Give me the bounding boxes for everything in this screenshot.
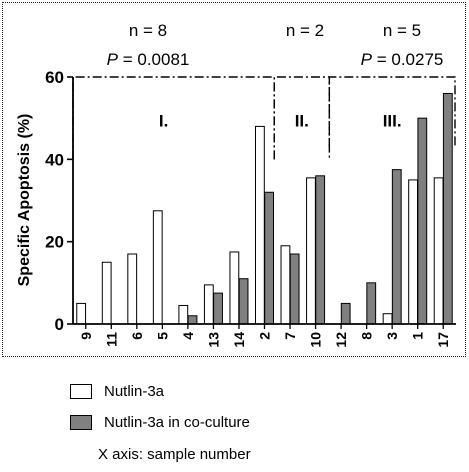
bar-9-nutlin bbox=[76, 302, 87, 325]
group-label: II. bbox=[295, 111, 309, 130]
x-tick-label: 7 bbox=[282, 332, 298, 340]
bar-13-coculture bbox=[213, 292, 223, 325]
group-box-2 bbox=[273, 76, 331, 160]
bar-10-coculture bbox=[315, 175, 326, 325]
axes bbox=[67, 76, 456, 325]
group-label: I. bbox=[159, 111, 168, 130]
bar-7-coculture bbox=[289, 253, 300, 325]
bar-2-nutlin bbox=[255, 125, 265, 325]
bar-4-nutlin bbox=[178, 304, 189, 325]
group-box-1 bbox=[72, 76, 275, 160]
y-axis-label: Specific Apoptosis (%) bbox=[16, 114, 33, 287]
x-tick-label: 10 bbox=[308, 332, 324, 348]
bar-17-nutlin bbox=[433, 177, 444, 325]
group-n: n = 8 bbox=[129, 21, 167, 40]
bar-3-coculture bbox=[391, 169, 402, 325]
bar-13-nutlin bbox=[203, 284, 214, 325]
bars bbox=[76, 92, 453, 329]
x-tick-label: 5 bbox=[154, 332, 170, 340]
x-tick-label: 4 bbox=[180, 332, 196, 340]
bar-3-nutlin bbox=[382, 313, 393, 325]
group-box-3 bbox=[328, 76, 456, 147]
bar-10-nutlin bbox=[306, 177, 316, 325]
x-tick-label: 13 bbox=[205, 332, 221, 348]
x-tick-labels: 9 11 6 5 4 13 14 2 7 10 12 8 3 1 17 bbox=[78, 332, 451, 348]
y-tick-labels: 0 20 40 60 bbox=[45, 68, 64, 334]
legend-label: Nutlin-3a bbox=[104, 383, 165, 400]
y-tick-label: 40 bbox=[45, 150, 64, 169]
legend-swatch-grey bbox=[70, 415, 92, 430]
apoptosis-bar-chart: 9 11 6 5 4 13 14 2 7 10 12 8 3 1 17 0 20 40 60 I. n = 8 P =… bbox=[16, 21, 456, 348]
group-n: n = 2 bbox=[286, 21, 324, 40]
bar-6-nutlin bbox=[127, 253, 138, 325]
x-tick-label: 1 bbox=[410, 332, 426, 340]
x-tick-label: 3 bbox=[384, 332, 400, 340]
legend-item-coculture: Nutlin-3a in co-culture bbox=[70, 414, 250, 431]
x-tick-label: 14 bbox=[231, 332, 247, 348]
bar-14-coculture bbox=[238, 278, 249, 325]
bar-14-nutlin bbox=[229, 251, 240, 325]
group-annotations: I. n = 8 P = 0.0081 II. n = 2 III. n = 5 P = 0.… bbox=[107, 21, 444, 130]
group-p-value: P = 0.0081 bbox=[107, 50, 190, 69]
x-tick-label: 6 bbox=[129, 332, 145, 340]
group-p-value: P = 0.0275 bbox=[361, 50, 444, 69]
bar-7-nutlin bbox=[280, 245, 291, 325]
bar-2-coculture bbox=[264, 191, 275, 325]
legend-swatch-white bbox=[70, 384, 92, 399]
bar-17-coculture bbox=[442, 92, 453, 325]
bar-11-nutlin bbox=[101, 261, 112, 325]
group-n: n = 5 bbox=[383, 21, 421, 40]
x-tick-label: 8 bbox=[359, 332, 375, 340]
bar-5-nutlin bbox=[152, 210, 163, 325]
x-tick-label: 12 bbox=[333, 332, 349, 348]
bar-1-coculture bbox=[417, 117, 428, 325]
y-tick-label: 0 bbox=[55, 315, 64, 334]
x-axis-note: X axis: sample number bbox=[98, 446, 251, 463]
y-tick-label: 60 bbox=[45, 68, 64, 87]
y-tick-label: 20 bbox=[45, 233, 64, 252]
bar-12-coculture bbox=[340, 302, 351, 325]
figure-frame bbox=[2, 2, 466, 357]
bar-8-coculture bbox=[366, 282, 377, 325]
legend-item-nutlin: Nutlin-3a bbox=[70, 383, 164, 400]
x-tick-label: 2 bbox=[257, 332, 273, 340]
x-tick-label: 11 bbox=[103, 332, 119, 347]
bar-4-coculture bbox=[187, 315, 198, 325]
x-tick-label: 17 bbox=[435, 332, 451, 348]
x-tick-label: 9 bbox=[78, 332, 94, 340]
group-label: III. bbox=[383, 111, 402, 130]
legend-label: Nutlin-3a in co-culture bbox=[104, 414, 250, 431]
bar-1-nutlin bbox=[408, 179, 419, 325]
